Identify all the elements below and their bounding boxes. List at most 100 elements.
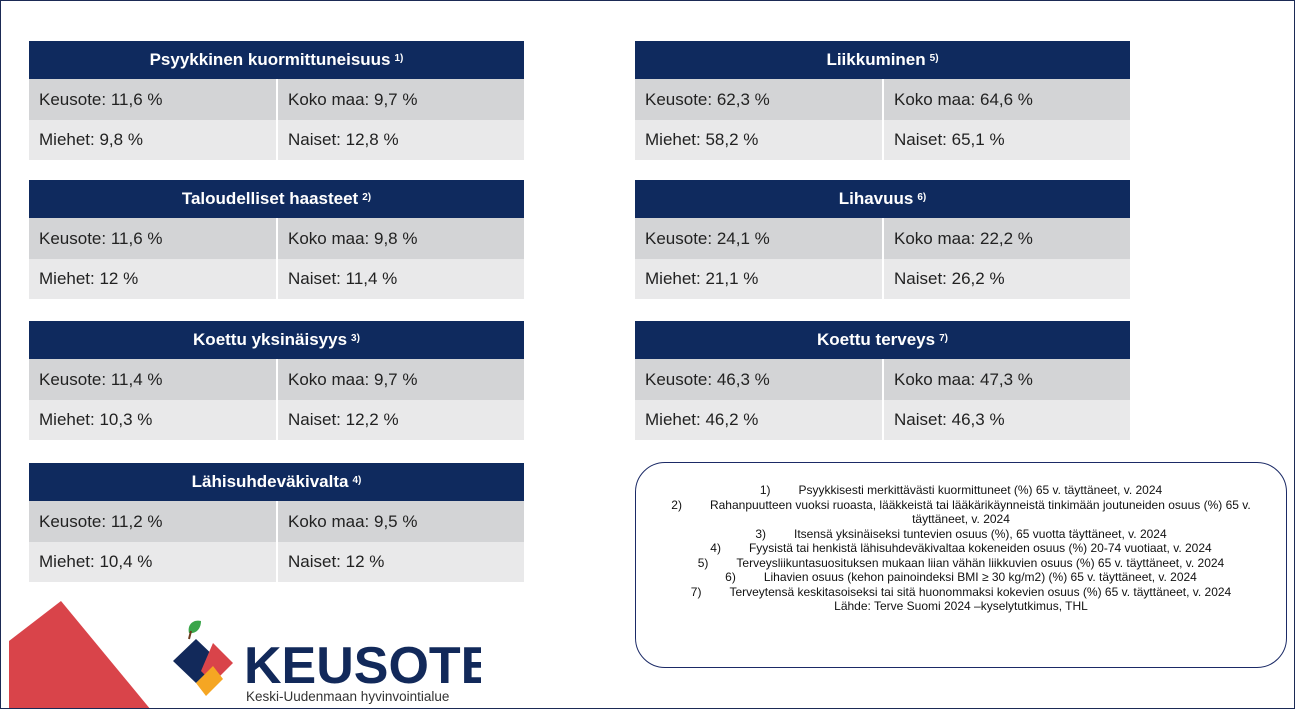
footnote-text: Fyysistä tai henkistä lähisuhdeväkivalta… xyxy=(748,541,1212,555)
footnote-number: 1) xyxy=(759,483,771,497)
stat-cell: Naiset: 26,2 % xyxy=(882,259,1130,299)
stat-cell: Miehet: 58,2 % xyxy=(645,130,759,149)
stat-row: Miehet: 58,2 % Naiset: 65,1 % xyxy=(635,120,1130,160)
logo-stem xyxy=(188,630,192,640)
stat-row: Keusote: 11,2 % Koko maa: 9,5 % xyxy=(29,501,524,542)
footnote-text: Psyykkisesti merkittävästi kuormittuneet… xyxy=(798,483,1163,497)
title-text: Liikkuminen xyxy=(826,50,926,69)
footnote-number: 3) xyxy=(755,526,766,541)
logo-tagline: Keski-Uudenmaan hyvinvointialue xyxy=(246,689,449,704)
stat-cell: Keusote: 24,1 % xyxy=(645,228,770,248)
footnote-ref: 2) xyxy=(362,191,372,203)
stat-row: Miehet: 21,1 % Naiset: 26,2 % xyxy=(635,259,1130,299)
stat-cell: Naiset: 12,2 % xyxy=(276,400,524,440)
footnote-text: Lihavien osuus (kehon painoindeksi BMI ≥… xyxy=(763,570,1197,584)
logo-diamond xyxy=(196,666,223,696)
logo: KEUSOTE Keski-Uudenmaan hyvinvointialue xyxy=(9,601,481,708)
footnote-number: 7) xyxy=(690,584,702,599)
stat-row: Keusote: 11,4 % Koko maa: 9,7 % xyxy=(29,359,524,400)
footnote-ref: 3) xyxy=(351,332,360,344)
panel-title: Lihavuus 6) xyxy=(635,180,1130,218)
logo-leaf xyxy=(188,620,201,634)
stat-row: Keusote: 11,6 % Koko maa: 9,7 % xyxy=(29,79,524,120)
stat-panel: Koettu terveys 7) Keusote: 46,3 % Koko maa:… xyxy=(635,321,1130,440)
stat-panel: Liikkuminen 5) Keusote: 62,3 % Koko maa: 64… xyxy=(635,41,1130,160)
footnote: 7) Terveytensä keskitasoiseksi tai sitä h… xyxy=(658,585,1264,600)
footnote-text: Terveytensä keskitasoiseksi tai sitä huo… xyxy=(729,584,1232,599)
title-text: Psyykkinen kuormittuneisuus xyxy=(149,50,391,69)
stat-cell: Miehet: 10,3 % xyxy=(39,410,153,429)
stat-row: Miehet: 9,8 % Naiset: 12,8 % xyxy=(29,120,524,160)
stat-cell: Miehet: 12 % xyxy=(39,269,139,288)
footnote: 2) Rahanpuutteen vuoksi ruoasta, lääkkeis… xyxy=(658,498,1264,527)
footnote-ref: 5) xyxy=(929,52,939,64)
stat-row: Keusote: 46,3 % Koko maa: 47,3 % xyxy=(635,359,1130,400)
stat-row: Keusote: 62,3 % Koko maa: 64,6 % xyxy=(635,79,1130,120)
title-text: Koettu terveys xyxy=(816,330,936,349)
stat-row: Keusote: 11,6 % Koko maa: 9,8 % xyxy=(29,218,524,259)
stat-panel: Psyykkinen kuormittuneisuus 1) Keusote: 11… xyxy=(29,41,524,160)
stat-cell: Keusote: 11,6 % xyxy=(39,228,163,248)
stat-panel: Lähisuhdeväkivalta 4) Keusote: 11,2 % Koko … xyxy=(29,463,524,582)
footnotes-box: 1) Psyykkisesti merkittävästi kuormittune… xyxy=(635,462,1287,668)
stat-cell: Miehet: 46,2 % xyxy=(645,410,759,429)
stat-row: Miehet: 46,2 % Naiset: 46,3 % xyxy=(635,400,1130,440)
title-text: Lihavuus xyxy=(838,189,914,208)
stat-panel: Taloudelliset haasteet 2) Keusote: 11,6 % K… xyxy=(29,180,524,299)
stat-cell: Miehet: 10,4 % xyxy=(39,552,153,571)
footnote-ref: 7) xyxy=(939,332,948,344)
stat-panel: Koettu yksinäisyys 3) Keusote: 11,4 % Koko … xyxy=(29,321,524,440)
footnote-number: 6) xyxy=(725,570,736,584)
panel-title: Psyykkinen kuormittuneisuus 1) xyxy=(29,41,524,79)
footnote-ref: 1) xyxy=(394,52,404,64)
stat-cell: Keusote: 11,2 % xyxy=(39,511,163,531)
stat-cell: Naiset: 12,8 % xyxy=(276,120,524,160)
panel-title: Koettu terveys 7) xyxy=(635,321,1130,359)
footnote: 6) Lihavien osuus (kehon painoindeksi BMI… xyxy=(658,570,1264,585)
footnote-text: Itsensä yksinäiseksi tuntevien osuus (%)… xyxy=(794,526,1167,541)
stat-row: Keusote: 24,1 % Koko maa: 22,2 % xyxy=(635,218,1130,259)
footnote: 1) Psyykkisesti merkittävästi kuormittune… xyxy=(658,483,1264,498)
logo-name: KEUSOTE xyxy=(244,637,481,695)
stat-cell: Koko maa: 47,3 % xyxy=(882,359,1130,400)
stat-cell: Keusote: 46,3 % xyxy=(645,369,770,389)
stat-cell: Koko maa: 9,5 % xyxy=(276,501,524,542)
stat-row: Miehet: 10,4 % Naiset: 12 % xyxy=(29,542,524,582)
stat-cell: Keusote: 62,3 % xyxy=(645,89,770,109)
stat-cell: Koko maa: 64,6 % xyxy=(882,79,1130,120)
stat-cell: Keusote: 11,4 % xyxy=(39,369,163,389)
stat-cell: Miehet: 9,8 % xyxy=(39,130,143,149)
stat-panel: Lihavuus 6) Keusote: 24,1 % Koko maa: 22,2 … xyxy=(635,180,1130,299)
stat-cell: Koko maa: 9,7 % xyxy=(276,359,524,400)
stat-cell: Naiset: 12 % xyxy=(276,542,524,582)
footnote-text: Terveysliikuntasuosituksen mukaan liian … xyxy=(736,555,1225,570)
panel-title: Liikkuminen 5) xyxy=(635,41,1130,79)
source: Lähde: Terve Suomi 2024 –kyselytutkimus,… xyxy=(834,599,1088,613)
stat-cell: Koko maa: 9,7 % xyxy=(276,79,524,120)
footnote: 4) Fyysistä tai henkistä lähisuhdeväkival… xyxy=(658,541,1264,556)
footnote-ref: 4) xyxy=(352,474,362,486)
stat-row: Miehet: 12 % Naiset: 11,4 % xyxy=(29,259,524,299)
title-text: Taloudelliset haasteet xyxy=(181,189,359,208)
stat-cell: Koko maa: 9,8 % xyxy=(276,218,524,259)
footnote-number: 4) xyxy=(710,541,721,555)
stat-cell: Naiset: 11,4 % xyxy=(276,259,524,299)
title-text: Koettu yksinäisyys xyxy=(193,330,348,349)
title-text: Lähisuhdeväkivalta xyxy=(191,472,349,491)
stat-cell: Keusote: 11,6 % xyxy=(39,89,163,109)
stat-cell: Naiset: 46,3 % xyxy=(882,400,1130,440)
corner-shape xyxy=(9,601,150,708)
panel-title: Lähisuhdeväkivalta 4) xyxy=(29,463,524,501)
stat-cell: Miehet: 21,1 % xyxy=(645,269,759,288)
panel-title: Taloudelliset haasteet 2) xyxy=(29,180,524,218)
footnote-ref: 6) xyxy=(917,191,927,203)
footnote-text: Rahanpuutteen vuoksi ruoasta, lääkkeistä… xyxy=(709,497,1251,527)
stat-row: Miehet: 10,3 % Naiset: 12,2 % xyxy=(29,400,524,440)
stat-cell: Koko maa: 22,2 % xyxy=(882,218,1130,259)
stat-cell: Naiset: 65,1 % xyxy=(882,120,1130,160)
panel-title: Koettu yksinäisyys 3) xyxy=(29,321,524,359)
footnote: 3) Itsensä yksinäiseksi tuntevien osuus (… xyxy=(658,527,1264,542)
footnote: 5) Terveysliikuntasuosituksen mukaan liia… xyxy=(658,556,1264,571)
footnote-number: 2) xyxy=(671,497,682,512)
